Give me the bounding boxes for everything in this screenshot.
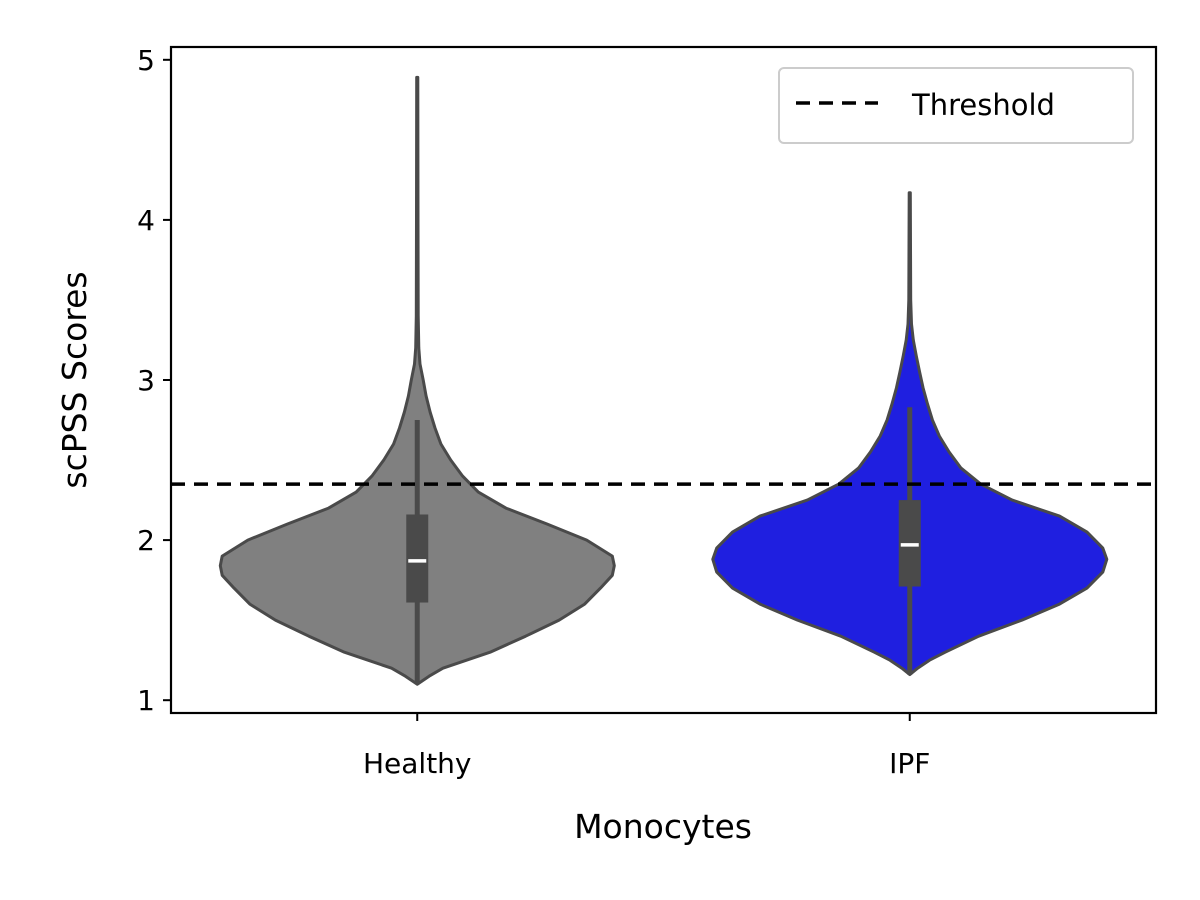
y-tick-label: 2 xyxy=(137,524,155,557)
legend-threshold-label: Threshold xyxy=(911,88,1055,122)
legend-box xyxy=(778,67,1134,144)
violin-healthy xyxy=(218,75,616,686)
x-axis: Healthy IPF xyxy=(363,713,930,780)
y-tick-label: 1 xyxy=(137,684,155,717)
y-axis-label: scPSS Scores xyxy=(55,271,94,488)
y-axis: 1 2 3 4 5 xyxy=(137,44,171,717)
y-tick-label: 5 xyxy=(137,44,155,77)
x-tick-label: Healthy xyxy=(363,747,472,780)
iqr-box-healthy xyxy=(406,514,429,603)
violins-layer xyxy=(218,75,1109,686)
y-tick-label: 3 xyxy=(137,364,155,397)
legend: Threshold xyxy=(778,67,1134,144)
x-axis-label: Monocytes xyxy=(574,807,752,846)
x-tick-label: IPF xyxy=(889,747,930,780)
y-tick-label: 4 xyxy=(137,204,155,237)
